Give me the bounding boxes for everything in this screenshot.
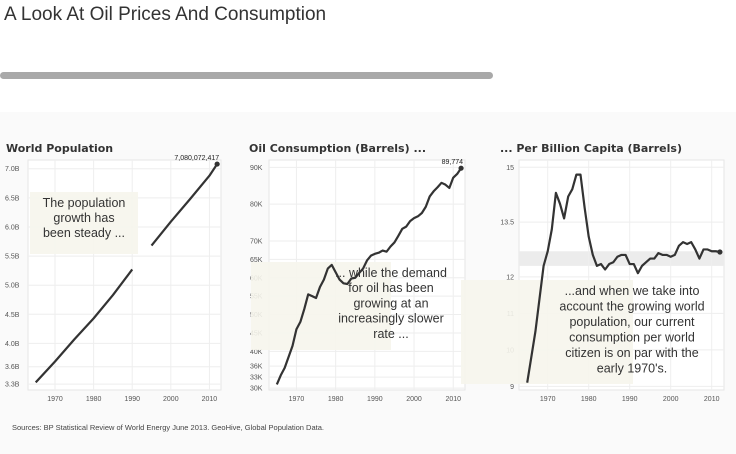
annotation-text: early 1970's. — [597, 362, 667, 376]
x-tick-label: 2000 — [406, 396, 422, 403]
progress-bar — [0, 72, 493, 79]
y-tick-label: 33K — [250, 375, 263, 382]
annotation-text: The population — [43, 196, 126, 210]
chart-oil-consumption[interactable]: 30K33K36K40K45K50K55K60K65K70K80K90K1970… — [245, 156, 490, 410]
y-tick-label: 13.5 — [500, 220, 514, 227]
y-tick-label: 4.5B — [5, 312, 20, 319]
x-tick-label: 1970 — [47, 396, 63, 403]
annotation-text: growing at an — [353, 296, 428, 310]
annotation-text: increasingly slower — [338, 312, 444, 326]
y-tick-label: 4.0B — [5, 341, 20, 348]
annotation-text: account the growing world — [559, 300, 704, 314]
annotation-text: consumption per world — [569, 331, 695, 345]
series-line — [526, 173, 721, 383]
y-tick-label: 3.3B — [5, 382, 20, 389]
x-tick-label: 1980 — [86, 396, 102, 403]
annotation-text: population, our current — [569, 315, 695, 329]
series-line — [275, 167, 462, 385]
end-point — [717, 249, 723, 255]
x-tick-label: 2000 — [663, 396, 679, 403]
y-tick-label: 5.5B — [5, 254, 20, 261]
y-tick-label: 40K — [250, 349, 263, 356]
chart-population[interactable]: 3.3B 3.6B 4.0B 4.5B 5.0B 5.5B 6.0B 6.5B 7.0B 1970… — [0, 155, 240, 410]
x-tick-label: 2010 — [202, 396, 218, 403]
chart-title-population: World Population — [6, 142, 114, 155]
y-tick-label: 36K — [250, 364, 263, 371]
y-tick-label: 12 — [506, 274, 514, 281]
x-tick-label: 1970 — [540, 396, 556, 403]
x-tick-label: 1970 — [289, 396, 305, 403]
annotation-text: been steady ... — [43, 226, 125, 240]
y-tick-label: 6.5B — [5, 195, 20, 202]
x-tick-label: 1980 — [328, 396, 344, 403]
annotation-text: for oil has been — [348, 281, 434, 295]
y-tick-label: 3.6B — [5, 364, 20, 371]
annotation-box — [461, 280, 633, 384]
chart-title-per-capita: ... Per Billion Capita (Barrels) — [500, 142, 682, 155]
y-tick-label: 15 — [506, 165, 514, 172]
end-point — [214, 161, 220, 167]
y-tick-label: 5.0B — [5, 283, 20, 290]
y-tick-label: 65K — [250, 257, 263, 264]
y-tick-label: 7.0B — [5, 166, 20, 173]
x-tick-label: 2000 — [163, 396, 179, 403]
y-tick-label: 9 — [510, 384, 514, 391]
source-note: Sources: BP Statistical Review of World … — [12, 423, 324, 432]
annotation-text: ...and when we take into — [565, 284, 700, 298]
annotation-box — [251, 262, 391, 350]
end-value-label: 89,774 — [442, 159, 464, 166]
y-tick-label: 30K — [250, 386, 263, 393]
page-title: A Look At Oil Prices And Consumption — [4, 4, 327, 25]
series-line — [34, 268, 134, 384]
series-line — [150, 163, 219, 247]
y-tick-label: 80K — [250, 202, 263, 209]
x-tick-label: 1980 — [581, 396, 597, 403]
x-tick-label: 2010 — [704, 396, 720, 403]
x-tick-label: 2010 — [445, 396, 461, 403]
chart-per-capita[interactable]: 910111213.51519701980199020002010...and … — [461, 156, 727, 410]
chart-title-oil-consumption: Oil Consumption (Barrels) ... — [249, 142, 426, 155]
reference-band — [519, 251, 724, 266]
annotation-text: growth has — [53, 211, 114, 225]
y-tick-label: 90K — [250, 165, 263, 172]
annotation-text: ... while the demand — [335, 266, 447, 280]
y-tick-label: 6.0B — [5, 224, 20, 231]
end-value-label: 7,080,072,417 — [174, 155, 219, 162]
annotation-text: citizen is on par with the — [565, 346, 698, 360]
annotation-box — [30, 192, 138, 254]
x-tick-label: 1990 — [367, 396, 383, 403]
end-point — [458, 165, 464, 171]
x-tick-label: 1990 — [622, 396, 638, 403]
annotation-text: rate ... — [373, 327, 408, 341]
y-tick-label: 70K — [250, 238, 263, 245]
x-tick-label: 1990 — [124, 396, 140, 403]
